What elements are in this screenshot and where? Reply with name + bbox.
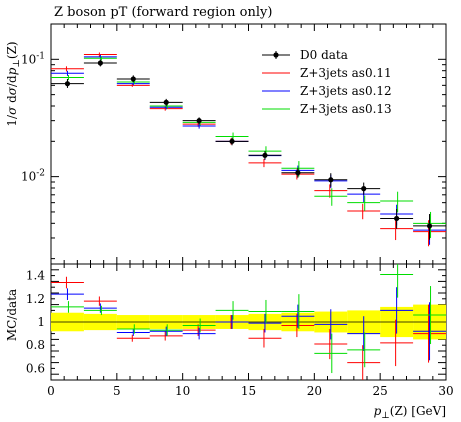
data-point xyxy=(130,76,136,82)
data-point xyxy=(328,177,334,183)
legend-label: Z+3jets as0.13 xyxy=(300,102,392,116)
ratio-panel xyxy=(50,263,447,381)
x-tick-label: 20 xyxy=(307,384,322,398)
data-point xyxy=(394,215,400,222)
y-tick-label-main: 10-2 xyxy=(21,169,45,184)
legend-label: Z+3jets as0.11 xyxy=(300,66,392,80)
data-point xyxy=(97,60,103,66)
y-axis-label-ratio: MC/data xyxy=(5,289,19,341)
x-tick-label: 25 xyxy=(373,384,388,398)
data-point xyxy=(229,138,235,144)
y-tick-label-ratio: 1.4 xyxy=(26,269,45,283)
data-point xyxy=(426,223,433,229)
chart-title: Z boson pT (forward region only) xyxy=(54,5,272,20)
data-point xyxy=(295,170,301,176)
legend-marker xyxy=(273,52,279,58)
x-axis-label: p⊥(Z) [GeV] xyxy=(374,404,446,421)
main-plot-frame xyxy=(50,23,447,265)
x-tick-label: 30 xyxy=(438,384,453,398)
x-tick-label: 15 xyxy=(241,384,256,398)
y-tick-label-ratio: 1.2 xyxy=(26,292,45,306)
data-point xyxy=(262,152,268,158)
y-tick-label-main: 10-1 xyxy=(21,51,45,66)
legend-label: Z+3jets as0.12 xyxy=(300,84,392,98)
main-panel xyxy=(50,23,447,265)
data-point xyxy=(64,81,71,87)
legend: D0 data Z+3jets as0.11 Z+3jets as0.12 Z+3je… xyxy=(262,48,392,116)
y-tick-label-ratio: 0.6 xyxy=(26,361,45,375)
data-point xyxy=(361,186,367,192)
y-axis-label-main: 1/σ dσ/dp⊥(Z) xyxy=(5,41,22,126)
legend-label: D0 data xyxy=(300,48,348,62)
data-point xyxy=(163,99,169,105)
x-tick-label: 5 xyxy=(113,384,121,398)
y-tick-label-ratio: 1 xyxy=(37,315,45,329)
x-tick-label: 10 xyxy=(175,384,190,398)
data-point xyxy=(196,118,202,124)
y-tick-label-ratio: 0.8 xyxy=(26,338,45,352)
x-tick-label: 0 xyxy=(47,384,55,398)
